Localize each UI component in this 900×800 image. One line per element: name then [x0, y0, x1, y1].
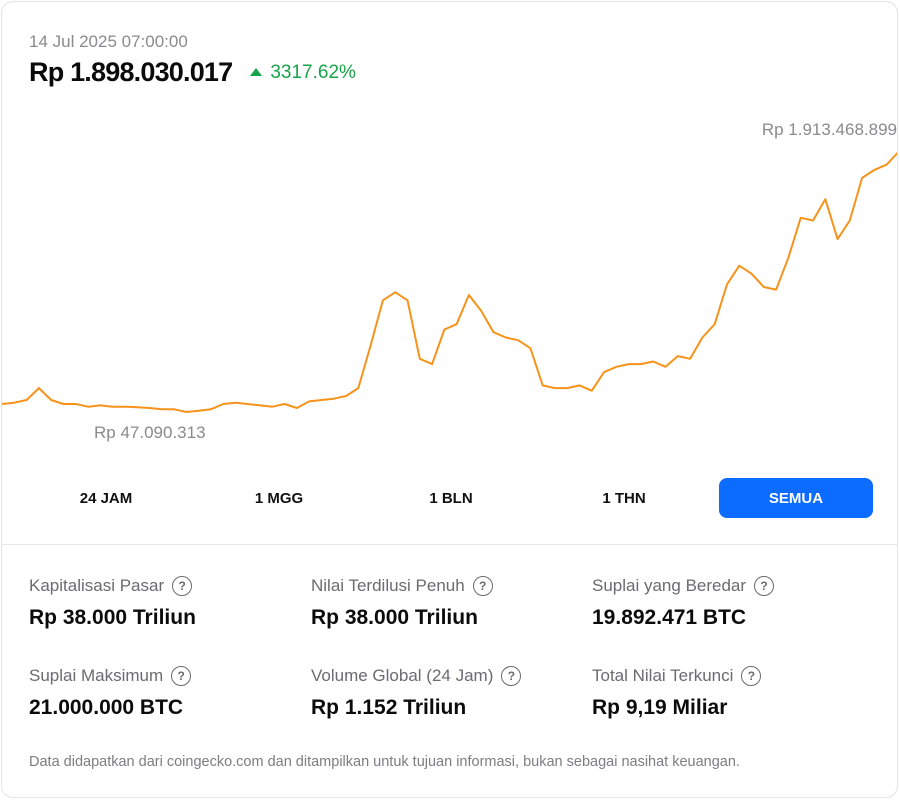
- stat-total-value-locked: Total Nilai Terkunci ? Rp 9,19 Miliar: [592, 666, 862, 720]
- tab-1-mgg[interactable]: 1 MGG: [254, 489, 304, 507]
- stat-max-supply: Suplai Maksimum ? 21.000.000 BTC: [29, 666, 299, 720]
- price-change-value: 3317.62%: [270, 61, 356, 83]
- disclaimer-footnote: Data didapatkan dari coingecko.com dan d…: [29, 754, 740, 770]
- stat-value: Rp 9,19 Miliar: [592, 696, 728, 719]
- price-chart-svg: [2, 151, 897, 413]
- tab-1-bln[interactable]: 1 BLN: [429, 489, 473, 507]
- divider: [2, 544, 897, 545]
- stat-value: Rp 38.000 Triliun: [29, 606, 196, 629]
- tab-semua[interactable]: SEMUA: [719, 478, 873, 518]
- stat-label: Kapitalisasi Pasar: [29, 576, 165, 595]
- price-line: [2, 151, 897, 413]
- price-chart[interactable]: [2, 102, 897, 462]
- stat-label: Total Nilai Terkunci: [592, 666, 734, 685]
- tab-24-jam[interactable]: 24 JAM: [79, 489, 133, 507]
- stat-label: Nilai Terdilusi Penuh: [311, 576, 465, 595]
- stat-market-cap: Kapitalisasi Pasar ? Rp 38.000 Triliun: [29, 576, 299, 630]
- tab-1-thn[interactable]: 1 THN: [602, 489, 646, 507]
- triangle-up-icon: [250, 67, 263, 76]
- help-icon[interactable]: ?: [754, 576, 775, 596]
- chart-low-label: Rp 47.090.313: [94, 423, 206, 442]
- stat-label: Volume Global (24 Jam): [311, 666, 494, 685]
- help-icon[interactable]: ?: [172, 576, 193, 596]
- stat-value: Rp 1.152 Triliun: [311, 696, 467, 719]
- help-icon[interactable]: ?: [171, 666, 192, 686]
- stat-value: 19.892.471 BTC: [592, 606, 747, 629]
- stat-circulating-supply: Suplai yang Beredar ? 19.892.471 BTC: [592, 576, 862, 630]
- price-change: 3317.62%: [250, 62, 356, 84]
- stat-value: Rp 38.000 Triliun: [311, 606, 478, 629]
- stat-label: Suplai yang Beredar: [592, 576, 747, 595]
- stat-label: Suplai Maksimum: [29, 666, 164, 685]
- help-icon[interactable]: ?: [501, 666, 522, 686]
- price-row: Rp 1.898.030.017 3317.62%: [29, 57, 356, 88]
- stat-fully-diluted: Nilai Terdilusi Penuh ? Rp 38.000 Triliu…: [311, 576, 581, 630]
- help-icon[interactable]: ?: [472, 576, 493, 596]
- stat-value: 21.000.000 BTC: [29, 696, 184, 719]
- help-icon[interactable]: ?: [741, 666, 762, 686]
- chart-high-label: Rp 1.913.468.899: [761, 120, 897, 139]
- timestamp: 14 Jul 2025 07:00:00: [29, 32, 188, 51]
- range-tabs: 24 JAM 1 MGG 1 BLN 1 THN SEMUA: [2, 478, 897, 518]
- stat-global-volume: Volume Global (24 Jam) ? Rp 1.152 Triliu…: [311, 666, 581, 720]
- current-price: Rp 1.898.030.017: [29, 57, 233, 87]
